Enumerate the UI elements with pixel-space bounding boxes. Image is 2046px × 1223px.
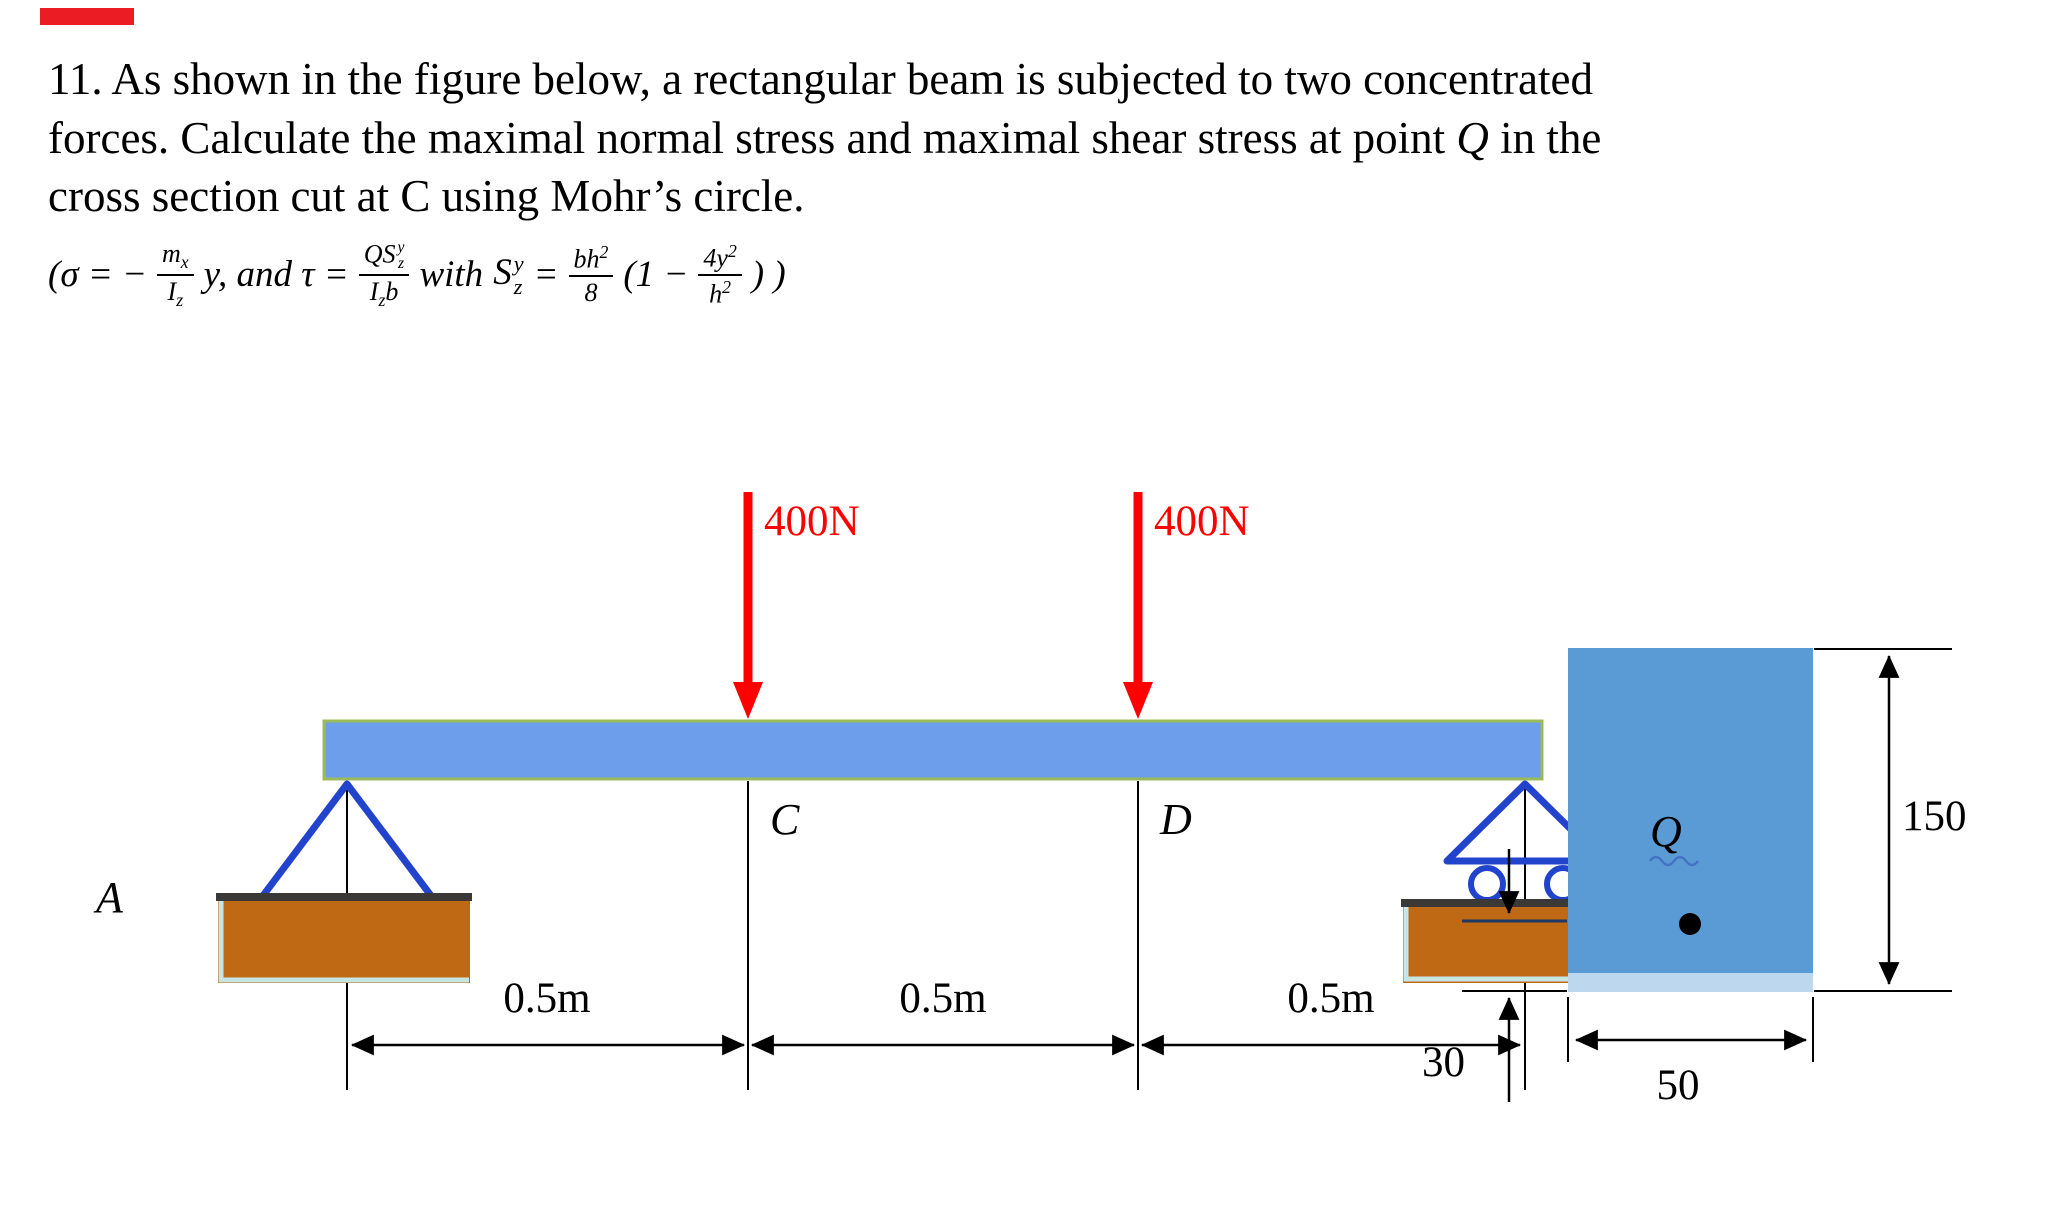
roller-wheel-1 bbox=[1468, 865, 1506, 903]
support-a: A bbox=[93, 780, 472, 983]
numerator: 4y2 bbox=[698, 241, 742, 276]
height-dimension-label: 150 bbox=[1902, 793, 1967, 840]
cross-section-rect bbox=[1568, 648, 1813, 992]
problem-line-2a: forces. Calculate the maximal normal str… bbox=[48, 112, 1457, 163]
numerator: mx bbox=[157, 240, 194, 276]
beam-diagram: 400N 400N A B C D bbox=[93, 492, 1691, 1090]
formula-seg-1: y, and τ = bbox=[203, 254, 349, 296]
load-left-arrowhead bbox=[733, 682, 763, 719]
numerator: bh2 bbox=[568, 243, 614, 278]
load-left-label: 400N bbox=[764, 498, 860, 545]
dimension-label-1: 0.5m bbox=[503, 975, 590, 1022]
denominator: 8 bbox=[584, 278, 598, 308]
denominator: Iz bbox=[167, 276, 184, 310]
cross-section-bottom-strip bbox=[1568, 973, 1813, 992]
fraction-qs-over-izb: QS y z Izb bbox=[358, 238, 410, 311]
point-q-variable: Q bbox=[1456, 112, 1489, 163]
fraction-bh2-over-8: bh2 8 bbox=[568, 243, 614, 308]
cross-section-diagram: 150 Q 30 50 bbox=[1422, 648, 1967, 1109]
fraction-mx-over-iz: mx Iz bbox=[157, 240, 194, 310]
label-a: A bbox=[93, 873, 124, 922]
label-q: Q bbox=[1650, 807, 1682, 856]
label-d: D bbox=[1159, 795, 1192, 844]
offset-dimension-label: 30 bbox=[1422, 1039, 1465, 1086]
numerator: QS y z bbox=[358, 238, 410, 277]
support-b-base-edge bbox=[1403, 907, 1646, 982]
problem-line-1: 11. As shown in the figure below, a rect… bbox=[48, 54, 1593, 104]
problem-line-3: cross section cut at C using Mohr’s circ… bbox=[48, 171, 805, 221]
width-dimension-label: 50 bbox=[1657, 1062, 1700, 1109]
span-dimensions: 0.5m 0.5m 0.5m bbox=[350, 975, 1522, 1056]
denominator: Izb bbox=[369, 277, 399, 311]
formula-seg-3: = bbox=[533, 254, 559, 296]
dimension-label-3: 0.5m bbox=[1287, 975, 1374, 1022]
problem-line-2b: in the bbox=[1488, 112, 1602, 163]
label-c: C bbox=[770, 795, 800, 844]
q-squiggle-underline bbox=[1649, 855, 1699, 867]
formula-seg-2: with bbox=[419, 254, 484, 296]
load-right-arrowhead bbox=[1123, 682, 1153, 719]
point-q-dot bbox=[1679, 913, 1701, 935]
dimension-label-2: 0.5m bbox=[899, 975, 986, 1022]
load-right-label: 400N bbox=[1154, 498, 1250, 545]
problem-text: 11. As shown in the figure below, a rect… bbox=[48, 50, 1998, 226]
support-a-base-edge bbox=[218, 901, 469, 983]
formula-open: (σ = − bbox=[48, 254, 148, 296]
formula-close: ) ) bbox=[751, 254, 786, 296]
support-a-base bbox=[218, 901, 470, 983]
denominator: h2 bbox=[709, 276, 732, 309]
load-right: 400N bbox=[1123, 492, 1250, 719]
roller-support-triangle bbox=[1443, 780, 1607, 865]
problem-statement: 11. As shown in the figure below, a rect… bbox=[48, 50, 1998, 310]
fraction-4y2-over-h2: 4y2 h2 bbox=[698, 241, 742, 309]
beam bbox=[322, 719, 1544, 781]
red-marker-bar bbox=[40, 8, 134, 25]
load-left: 400N bbox=[733, 492, 860, 719]
formula-seg-4: (1 − bbox=[623, 254, 689, 296]
